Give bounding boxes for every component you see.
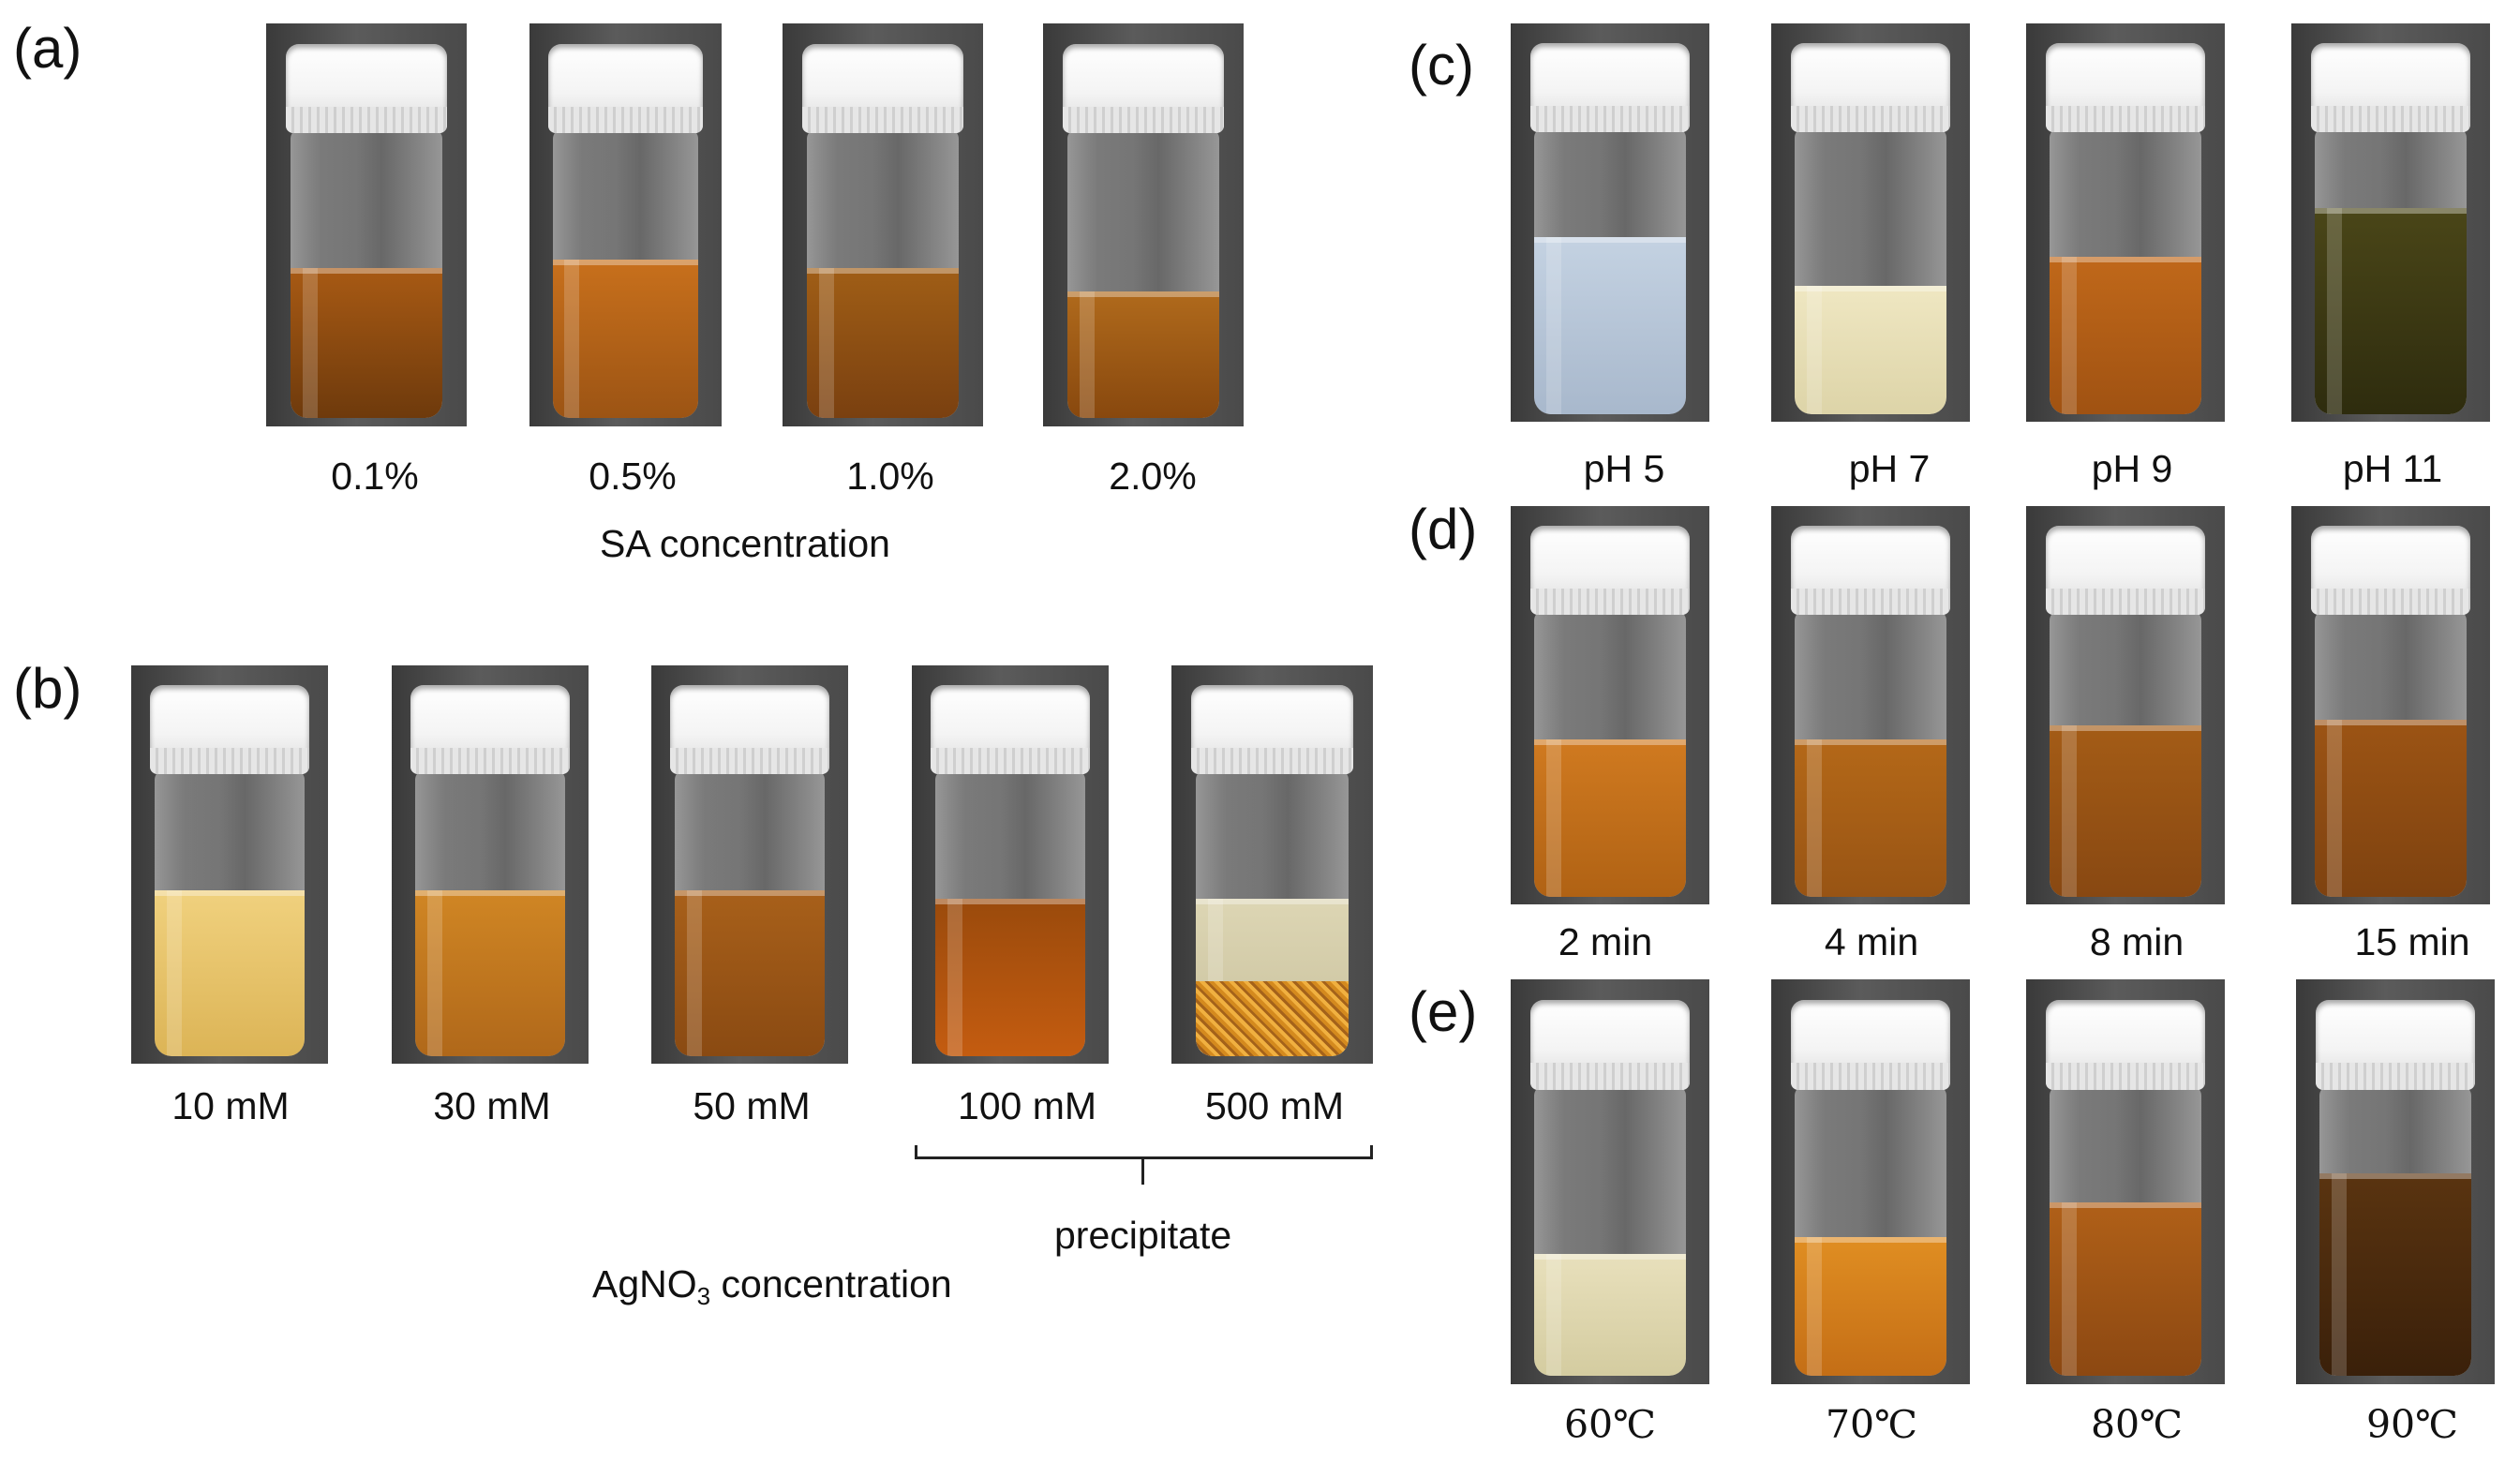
vial-photo-e3 <box>2026 979 2225 1384</box>
caption-d3: 8 min <box>2089 920 2184 963</box>
caption-c1: pH 5 <box>1583 447 1665 490</box>
sediment-b5 <box>1195 981 1349 1056</box>
vial-photo-c3 <box>2026 23 2225 422</box>
liquid-d2 <box>1795 739 1946 897</box>
panel-label-e: (e) <box>1409 980 1478 1043</box>
caption-e2: 70℃ <box>1825 1402 1918 1447</box>
liquid-d4 <box>2315 719 2467 897</box>
caption-c4: pH 11 <box>2342 447 2443 490</box>
panel-label-d: (d) <box>1409 498 1478 560</box>
caption-b2: 30 mM <box>433 1084 551 1127</box>
vial-photo-b2 <box>392 665 589 1064</box>
vial-photo-b5 <box>1171 665 1373 1064</box>
caption-d1: 2 min <box>1558 920 1653 963</box>
panel-label-b: (b) <box>13 657 82 720</box>
liquid-d3 <box>2050 724 2201 897</box>
vial-photo-c2 <box>1771 23 1970 422</box>
liquid-c1 <box>1534 236 1686 414</box>
liquid-b3 <box>675 889 825 1056</box>
vial-photo-d1 <box>1511 506 1709 904</box>
axis-title-b: AgNO3 concentration <box>592 1262 952 1310</box>
caption-a1: 0.1% <box>331 455 419 498</box>
vial-photo-b1 <box>131 665 328 1064</box>
liquid-e1 <box>1534 1254 1686 1377</box>
axis-title-a: SA concentration <box>600 522 890 565</box>
vial-photo-a3 <box>783 23 983 426</box>
liquid-a3 <box>806 268 960 419</box>
caption-b3: 50 mM <box>693 1084 811 1127</box>
caption-b1: 10 mM <box>171 1084 290 1127</box>
caption-d2: 4 min <box>1824 920 1919 963</box>
vial-photo-c1 <box>1511 23 1709 422</box>
vial-photo-a1 <box>266 23 467 426</box>
liquid-a2 <box>552 260 699 419</box>
axis-title-b-tail: concentration <box>710 1262 952 1305</box>
liquid-e4 <box>2319 1172 2471 1377</box>
caption-e1: 60℃ <box>1563 1402 1657 1447</box>
liquid-a1 <box>290 268 443 419</box>
liquid-a4 <box>1066 291 1220 419</box>
precipitate-label: precipitate <box>1054 1214 1232 1257</box>
caption-e3: 80℃ <box>2090 1402 2184 1447</box>
caption-a2: 0.5% <box>589 455 677 498</box>
vial-photo-c4 <box>2291 23 2490 422</box>
vial-photo-b4 <box>912 665 1109 1064</box>
panel-label-c: (c) <box>1409 34 1474 97</box>
liquid-d1 <box>1534 739 1686 897</box>
liquid-c3 <box>2050 257 2201 414</box>
precipitate-bracket-tick <box>1141 1156 1144 1185</box>
panel-label-a: (a) <box>13 17 82 80</box>
axis-title-b-sub: 3 <box>696 1282 711 1310</box>
vial-photo-d3 <box>2026 506 2225 904</box>
vial-photo-a4 <box>1043 23 1244 426</box>
caption-b5: 500 mM <box>1204 1084 1345 1127</box>
caption-e4: 90℃ <box>2365 1402 2459 1447</box>
liquid-e3 <box>2050 1201 2201 1377</box>
caption-d4: 15 min <box>2354 920 2470 963</box>
liquid-b2 <box>415 889 565 1056</box>
liquid-e2 <box>1795 1236 1946 1377</box>
vial-photo-d4 <box>2291 506 2490 904</box>
caption-a3: 1.0% <box>846 455 934 498</box>
caption-b4: 100 mM <box>957 1084 1097 1127</box>
liquid-c2 <box>1795 285 1946 414</box>
vial-photo-e2 <box>1771 979 1970 1384</box>
vial-photo-d2 <box>1771 506 1970 904</box>
caption-c2: pH 7 <box>1848 447 1931 490</box>
caption-c3: pH 9 <box>2091 447 2173 490</box>
vial-photo-b3 <box>651 665 848 1064</box>
vial-photo-e1 <box>1511 979 1709 1384</box>
vial-photo-a2 <box>529 23 722 426</box>
liquid-b1 <box>155 889 305 1056</box>
axis-title-b-main: AgNO <box>592 1262 697 1305</box>
vial-photo-e4 <box>2296 979 2495 1384</box>
liquid-b4 <box>935 899 1085 1056</box>
liquid-c4 <box>2315 208 2467 414</box>
caption-a4: 2.0% <box>1109 455 1197 498</box>
